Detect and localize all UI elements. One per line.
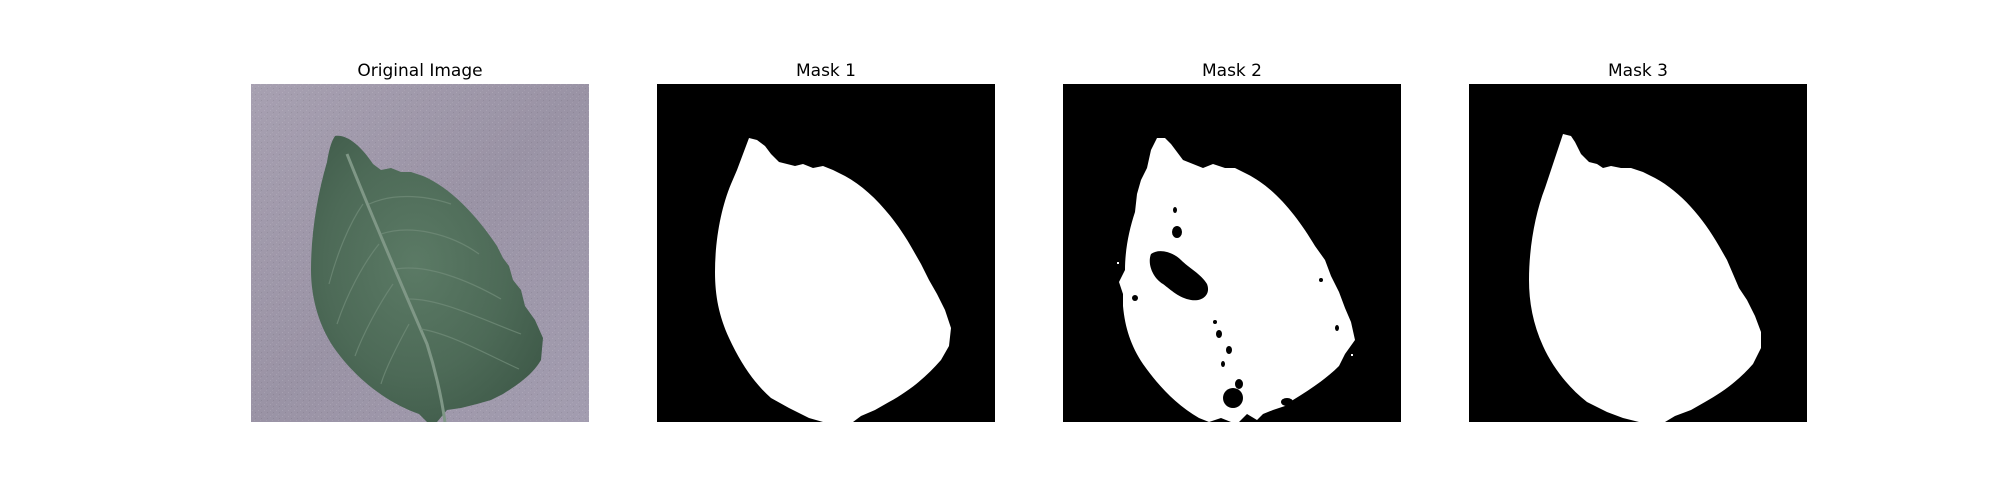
mask-2-hole-large	[1149, 251, 1209, 301]
original-leaf-photo	[251, 84, 589, 422]
panel-title: Original Image	[357, 61, 483, 81]
panel-title: Mask 2	[1201, 61, 1262, 81]
panel-title: Mask 3	[1607, 61, 1668, 81]
mask-2-image	[1063, 84, 1401, 422]
mask-1-leaf-region	[715, 138, 951, 422]
mask-2-hole-small	[1172, 226, 1182, 238]
mask-3-leaf-region	[1529, 134, 1761, 422]
mask-2-leaf-region	[1119, 138, 1355, 422]
mask-1-image	[657, 84, 995, 422]
panel-original-image: Original Image	[251, 59, 589, 422]
panel-mask-3: Mask 3	[1469, 59, 1807, 422]
mask-3-image	[1469, 84, 1807, 422]
panel-mask-1: Mask 1	[657, 59, 995, 422]
panel-title: Mask 1	[795, 61, 856, 81]
panel-mask-2: Mask 2	[1063, 59, 1401, 422]
